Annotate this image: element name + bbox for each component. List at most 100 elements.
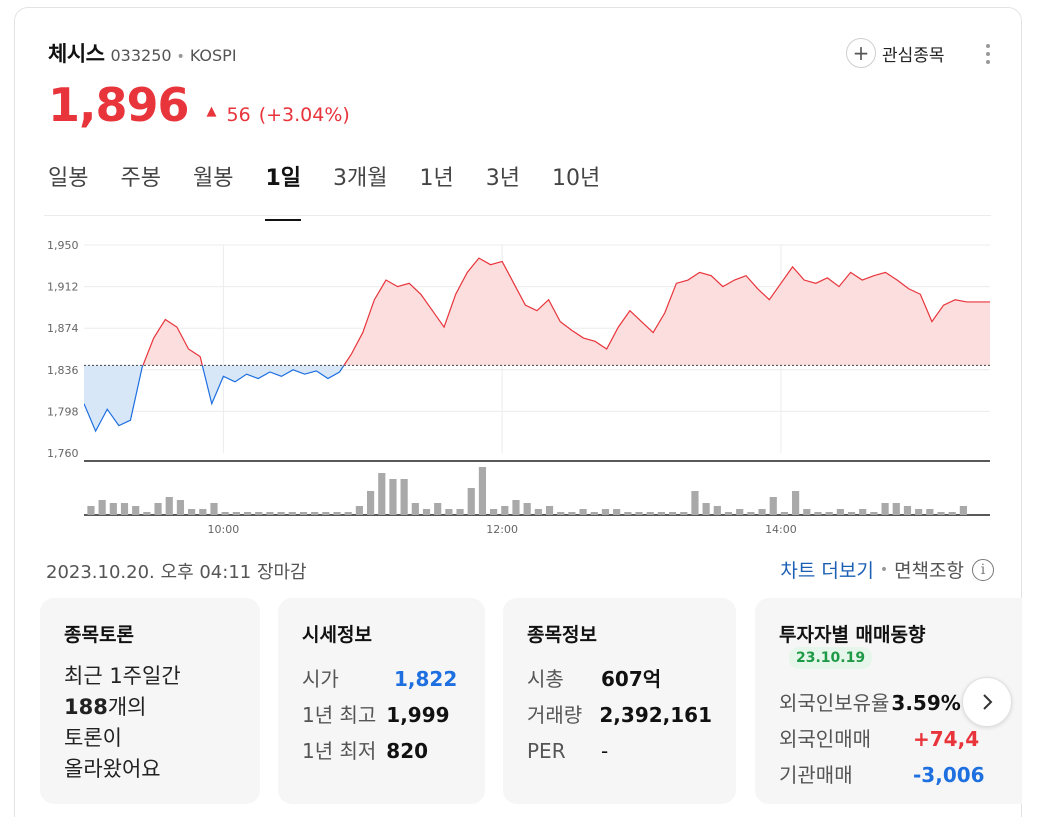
date-badge: 23.10.19 xyxy=(789,647,873,669)
price-chart[interactable]: 1,950 1,912 1,874 1,836 1,798 1,760 10:00 12:00… xyxy=(0,225,1044,535)
volume-bar xyxy=(557,512,565,515)
volume-bar xyxy=(512,500,520,515)
volume-bar xyxy=(299,512,308,515)
volume-bar xyxy=(646,512,654,515)
volume-bar xyxy=(210,503,218,515)
volume-bar xyxy=(780,512,789,515)
volume-bar xyxy=(903,506,912,515)
tab-4[interactable]: 3개월 xyxy=(333,166,388,191)
disclaimer-link[interactable]: 면책조항 xyxy=(894,560,964,582)
volume-bar xyxy=(915,509,923,515)
x-tick-label: 14:00 xyxy=(765,523,797,535)
volume-bar xyxy=(188,509,196,515)
volume-bar xyxy=(143,512,151,515)
quote-row: 시가 1,822 xyxy=(302,661,461,697)
volume-bar xyxy=(758,509,766,515)
volume-bar xyxy=(959,506,967,515)
volume-bar xyxy=(445,509,453,515)
volume-bar xyxy=(836,509,844,515)
volume-bar xyxy=(422,509,431,515)
investor-value: 3.59% xyxy=(891,691,961,715)
panel-title: 종목토론 xyxy=(64,624,134,646)
stock-name[interactable]: 체시스 xyxy=(48,42,105,66)
volume-bar xyxy=(657,512,665,515)
info-icon[interactable]: i xyxy=(972,558,994,581)
info-row: 거래량 2,392,161 xyxy=(527,697,712,733)
tab-2[interactable]: 월봉 xyxy=(192,166,234,191)
tab-7[interactable]: 10년 xyxy=(552,166,601,191)
volume-bar xyxy=(702,503,710,515)
volume-bar xyxy=(132,506,140,515)
y-tick-label: 1,836 xyxy=(47,364,79,377)
tab-1[interactable]: 주봉 xyxy=(120,166,161,191)
tab-5[interactable]: 1년 xyxy=(419,166,454,191)
timestamp: 2023.10.20. 오후 04:11 장마감 xyxy=(46,562,307,583)
volume-bar xyxy=(490,509,498,515)
volume-bar xyxy=(456,509,464,515)
discussion-line: 최근 1주일간 xyxy=(64,664,181,688)
volume-bar xyxy=(736,509,744,515)
volume-bar xyxy=(590,512,598,515)
volume-bar xyxy=(881,503,889,515)
volume-bar xyxy=(243,512,252,515)
volume-bar xyxy=(847,512,856,515)
stock-code: 033250 xyxy=(110,46,172,65)
quote-key: 시가 xyxy=(302,667,339,691)
panel-title: 시세정보 xyxy=(302,624,372,646)
tabs-divider xyxy=(44,215,991,216)
volume-bar xyxy=(411,503,419,515)
volume-bar xyxy=(199,509,207,515)
tab-6[interactable]: 3년 xyxy=(485,166,520,191)
volume-bar xyxy=(713,506,721,515)
info-key: 거래량 xyxy=(527,703,583,727)
price-change-percent: (+3.04%) xyxy=(258,104,350,126)
tab-0[interactable]: 일봉 xyxy=(48,166,89,191)
quote-key: 1년 최저 xyxy=(302,739,377,763)
volume-bar xyxy=(288,512,296,515)
volume-bar xyxy=(814,512,822,515)
quote-row: 1년 최저 820 xyxy=(302,733,461,769)
volume-bar xyxy=(613,509,621,515)
info-panel[interactable]: 종목정보 시총 607억 거래량 2,392,161 PER - xyxy=(503,598,736,804)
volume-bar xyxy=(378,473,386,515)
volume-bar xyxy=(389,479,397,515)
quote-panel[interactable]: 시세정보 시가 1,822 1년 최고 1,999 1년 최저 820 xyxy=(278,598,485,804)
volume-bar xyxy=(366,491,375,515)
volume-bar xyxy=(87,506,95,515)
volume-bar xyxy=(344,512,352,515)
discussion-line: 올라왔어요 xyxy=(64,757,161,781)
volume-bar xyxy=(724,512,733,515)
info-value: 607억 xyxy=(601,667,662,691)
volume-bar xyxy=(747,512,755,515)
discussion-line: 188개의 xyxy=(64,692,236,723)
quote-key: 1년 최고 xyxy=(302,703,377,727)
volume-bar xyxy=(859,509,867,515)
volume-bar xyxy=(109,503,117,515)
next-panel-button[interactable] xyxy=(962,677,1012,727)
y-tick-label: 1,760 xyxy=(47,447,79,460)
info-key: PER xyxy=(527,739,566,763)
investor-key: 외국인매매 xyxy=(779,727,871,751)
info-value: - xyxy=(601,739,609,763)
investor-row: 외국인매매 +74,4 xyxy=(779,721,998,757)
investor-row: 기관매매 -3,006 xyxy=(779,757,998,793)
more-chart-link[interactable]: 차트 더보기 xyxy=(780,560,874,582)
volume-bar xyxy=(926,509,934,515)
price-line-down xyxy=(84,365,345,433)
discussion-panel[interactable]: 종목토론 최근 1주일간 188개의 토론이 올라왔어요 xyxy=(40,598,260,804)
volume-bar xyxy=(478,467,487,515)
price-line-up xyxy=(142,257,990,366)
volume-bar xyxy=(792,491,800,515)
add-watchlist-button[interactable]: + 관심종목 xyxy=(846,38,945,68)
volume-bar xyxy=(534,509,542,515)
more-options-icon[interactable] xyxy=(980,40,996,66)
volume-bar xyxy=(255,512,263,515)
up-arrow-icon: ▲ xyxy=(206,104,217,119)
quote-row: 1년 최고 1,999 xyxy=(302,697,461,733)
volume-bar xyxy=(825,512,833,515)
discussion-summary: 최근 1주일간 188개의 토론이 올라왔어요 xyxy=(64,661,236,785)
volume-bar xyxy=(120,503,129,515)
volume-bar xyxy=(266,512,274,515)
tab-3[interactable]: 1일 xyxy=(265,160,301,221)
current-price: 1,896 xyxy=(48,78,190,132)
